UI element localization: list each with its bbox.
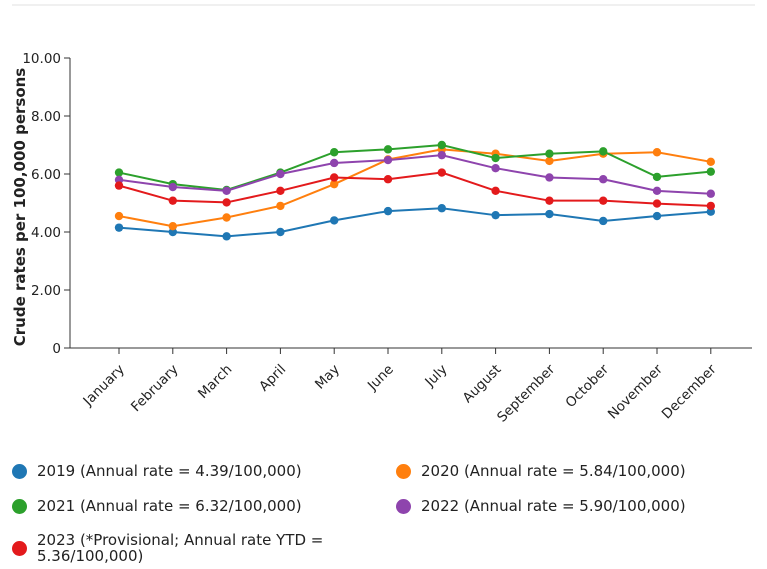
data-point bbox=[222, 198, 231, 207]
x-tick-label: March bbox=[195, 362, 235, 402]
data-point bbox=[652, 148, 662, 157]
x-tick-label: September bbox=[494, 361, 558, 425]
data-point bbox=[545, 196, 554, 205]
x-tick-label: February bbox=[128, 362, 182, 416]
data-point bbox=[222, 232, 231, 241]
series-line-0 bbox=[118, 207, 711, 238]
data-point bbox=[114, 211, 124, 221]
data-point bbox=[114, 223, 124, 232]
x-tick-label: July bbox=[421, 362, 450, 391]
x-tick-label: August bbox=[460, 362, 505, 407]
data-point bbox=[545, 209, 554, 219]
data-point bbox=[599, 196, 608, 205]
series-line-1 bbox=[118, 148, 711, 228]
data-point bbox=[330, 148, 339, 157]
data-point bbox=[652, 199, 662, 208]
data-point bbox=[114, 168, 124, 177]
data-point bbox=[706, 157, 715, 167]
data-point bbox=[222, 213, 231, 222]
data-point bbox=[383, 175, 393, 184]
data-point bbox=[330, 158, 339, 168]
data-point bbox=[545, 149, 554, 158]
data-point bbox=[383, 206, 393, 216]
data-point bbox=[491, 164, 500, 173]
data-point bbox=[437, 140, 446, 150]
y-tick-label: 10.00 bbox=[22, 51, 61, 67]
y-tick-label: 4.00 bbox=[31, 225, 61, 241]
x-tick-label: October bbox=[563, 361, 613, 411]
data-point bbox=[652, 186, 662, 196]
data-point bbox=[276, 186, 285, 196]
data-point bbox=[222, 186, 231, 196]
series-line-2 bbox=[118, 143, 711, 191]
data-point bbox=[652, 172, 662, 182]
data-point bbox=[599, 147, 608, 156]
data-point bbox=[330, 216, 339, 225]
data-point bbox=[330, 179, 339, 189]
data-point bbox=[545, 156, 554, 166]
series-line-3 bbox=[118, 154, 711, 195]
x-tick-label: November bbox=[605, 361, 666, 422]
data-point bbox=[437, 150, 446, 160]
data-point bbox=[168, 227, 177, 237]
data-point bbox=[276, 227, 285, 237]
x-tick-label: May bbox=[312, 362, 343, 393]
x-tick-label: January bbox=[80, 362, 128, 410]
x-tick-label: December bbox=[659, 361, 720, 422]
data-point bbox=[383, 145, 393, 154]
data-point bbox=[276, 201, 285, 211]
x-tick-label: April bbox=[256, 362, 289, 395]
data-point bbox=[706, 201, 715, 211]
data-point bbox=[114, 181, 124, 190]
data-point bbox=[706, 207, 715, 216]
data-point bbox=[330, 173, 339, 182]
data-point bbox=[114, 175, 124, 184]
y-tick-label: 6.00 bbox=[31, 167, 61, 183]
data-point bbox=[437, 204, 446, 213]
data-point bbox=[599, 175, 608, 184]
data-point bbox=[706, 189, 715, 198]
data-point bbox=[491, 210, 500, 220]
series-line-4 bbox=[118, 171, 711, 207]
y-axis-title: Crude rates per 100,000 persons bbox=[11, 68, 29, 347]
data-point bbox=[652, 211, 662, 221]
data-point bbox=[491, 153, 500, 163]
data-point bbox=[706, 167, 715, 176]
y-tick-label: 2.00 bbox=[31, 283, 61, 299]
data-point bbox=[168, 196, 177, 205]
y-tick-label: 8.00 bbox=[31, 109, 61, 125]
data-point bbox=[437, 168, 446, 177]
data-point bbox=[168, 182, 177, 192]
y-tick-label: 0 bbox=[52, 341, 61, 357]
data-point bbox=[599, 216, 608, 226]
x-tick-label: June bbox=[364, 362, 397, 395]
data-point bbox=[276, 169, 285, 179]
data-point bbox=[545, 173, 554, 182]
data-point bbox=[383, 155, 393, 165]
data-point bbox=[491, 186, 500, 196]
data-point bbox=[168, 222, 177, 231]
